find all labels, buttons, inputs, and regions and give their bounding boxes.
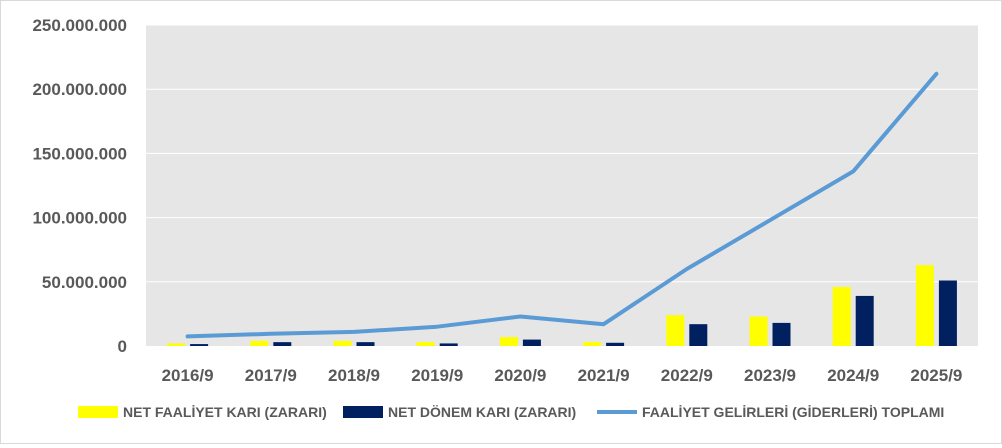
legend-swatch-net-faaliyet-kari: [78, 406, 118, 418]
legend-label-net-donem-kari: NET DÖNEM KARI (ZARARI): [388, 404, 576, 420]
x-tick-label: 2023/9: [744, 366, 796, 385]
bar-net-faaliyet-kari: [666, 315, 685, 346]
bar-net-donem-kari: [606, 342, 625, 346]
y-tick-label: 150.000.000: [32, 144, 127, 163]
line-faaliyet-gelirleri-toplami: [185, 71, 939, 339]
bar-net-faaliyet-kari: [749, 316, 768, 346]
bar-net-donem-kari: [439, 343, 458, 346]
x-tick-label: 2024/9: [827, 366, 879, 385]
x-tick-label: 2019/9: [411, 366, 463, 385]
x-tick-label: 2025/9: [910, 366, 962, 385]
bar-net-donem-kari: [938, 280, 957, 346]
legend-label-faaliyet-gelirleri-toplami: FAALİYET GELİRLERİ (GİDERLERİ) TOPLAMI: [642, 404, 944, 420]
plot-area: [146, 25, 978, 346]
line-series: [185, 71, 939, 339]
bar-net-donem-kari: [522, 339, 541, 346]
y-axis-ticks: 0 50.000.000 100.000.000 150.000.000 200.000…: [32, 16, 127, 356]
bar-net-faaliyet-kari: [167, 343, 186, 346]
bar-net-donem-kari: [689, 324, 708, 346]
y-tick-label: 0: [118, 337, 127, 356]
x-tick-label: 2016/9: [162, 366, 214, 385]
x-axis-ticks: 2016/9 2017/9 2018/9 2019/9 2020/9 2021/9 2022…: [162, 366, 963, 385]
bar-net-donem-kari: [855, 295, 874, 346]
bar-net-faaliyet-kari: [832, 286, 851, 346]
bar-series: [167, 265, 957, 346]
legend-label-net-faaliyet-kari: NET FAALİYET KARI (ZARARI): [123, 404, 327, 420]
y-tick-label: 100.000.000: [32, 209, 127, 228]
legend-swatch-net-donem-kari: [343, 406, 383, 418]
bar-net-faaliyet-kari: [499, 337, 518, 346]
bar-net-faaliyet-kari: [333, 340, 352, 346]
x-tick-label: 2017/9: [245, 366, 297, 385]
y-tick-label: 250.000.000: [32, 16, 127, 35]
y-tick-label: 200.000.000: [32, 80, 127, 99]
bar-net-donem-kari: [772, 322, 791, 346]
x-tick-label: 2018/9: [328, 366, 380, 385]
legend: NET FAALİYET KARI (ZARARI) NET DÖNEM KARI…: [78, 404, 944, 420]
x-tick-label: 2021/9: [578, 366, 630, 385]
x-tick-label: 2020/9: [494, 366, 546, 385]
x-tick-label: 2022/9: [661, 366, 713, 385]
bar-net-faaliyet-kari: [915, 265, 934, 346]
bar-net-donem-kari: [356, 342, 375, 346]
bar-net-faaliyet-kari: [416, 342, 435, 346]
y-tick-label: 50.000.000: [42, 273, 127, 292]
bar-net-donem-kari: [190, 344, 209, 346]
bar-net-faaliyet-kari: [583, 342, 602, 346]
gridlines: [146, 24, 978, 283]
bar-net-donem-kari: [273, 342, 292, 346]
bar-net-faaliyet-kari: [250, 340, 269, 346]
